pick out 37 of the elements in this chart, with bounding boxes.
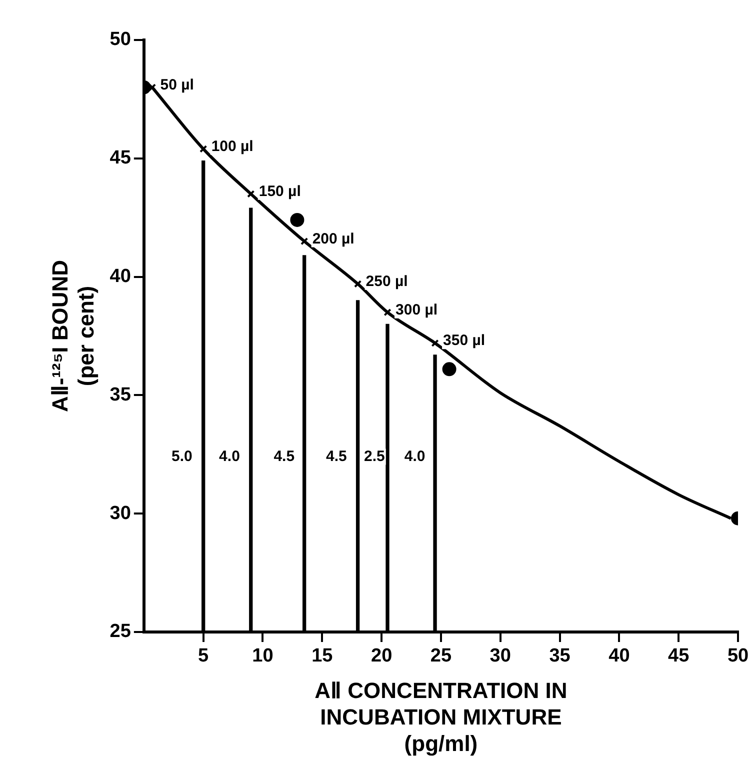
x-tick-label: 15 — [312, 646, 334, 667]
annotation: 4.5 — [274, 448, 295, 465]
y-tick-label: 40 — [110, 266, 131, 288]
annotation: 300 µl — [395, 301, 438, 318]
annotation: 350 µl — [443, 332, 486, 350]
x-tick-label: 45 — [668, 646, 690, 667]
point — [247, 190, 255, 198]
point — [300, 237, 308, 246]
annotation: 100 µl — [211, 138, 254, 156]
x-tick-label: 50 — [727, 646, 749, 667]
annotation: 50 µl — [160, 76, 194, 94]
y-tick-label: 30 — [110, 502, 131, 524]
y-tick-label: 25 — [110, 621, 132, 642]
annotation: 2.5 — [364, 448, 385, 465]
point — [431, 339, 439, 347]
y-tick-label: 50 — [110, 29, 131, 50]
point — [354, 280, 362, 288]
annotation: 150 µl — [258, 183, 301, 200]
annotation: 250 µl — [366, 273, 408, 290]
x-tick-label: 30 — [490, 646, 511, 667]
annotation: 4.5 — [326, 448, 347, 465]
x-tick-label: 40 — [608, 646, 630, 667]
annotation: 4.0 — [404, 448, 426, 465]
x-tick-label: 35 — [549, 646, 571, 667]
point — [200, 145, 208, 153]
x-axis-title: AⅡ CONCENTRATION IN INCUBATION MIXTURE (pg/ml) — [314, 678, 568, 756]
annotation: 5.0 — [172, 448, 192, 465]
y-tick-label: 45 — [110, 148, 132, 169]
x-tick-label: 10 — [252, 646, 274, 667]
x-tick-label: 25 — [430, 646, 452, 667]
x-tick-label: 5 — [198, 646, 210, 667]
x-tick-label: 20 — [370, 646, 392, 667]
y-axis-title: AⅡ-¹²⁵I BOUND (per cent) — [47, 260, 99, 412]
annotation: 200 µl — [312, 230, 354, 248]
y-tick-label: 35 — [110, 384, 132, 406]
point — [384, 308, 392, 316]
annotation: 4.0 — [219, 448, 240, 465]
